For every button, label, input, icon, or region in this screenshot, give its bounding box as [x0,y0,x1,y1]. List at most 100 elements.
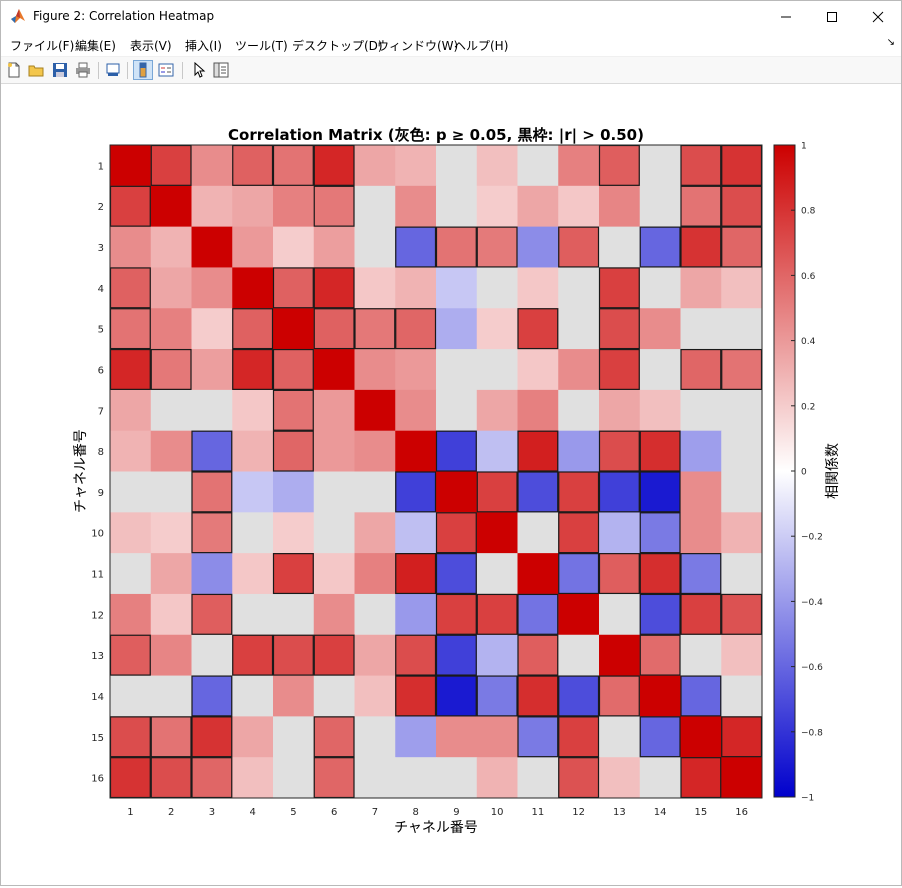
heatmap-cell[interactable] [354,716,396,758]
heatmap-cell[interactable] [273,430,315,472]
heatmap-cell[interactable] [721,471,763,513]
heatmap-cell[interactable] [191,553,233,595]
heatmap-cell[interactable] [517,389,559,432]
heatmap-cell[interactable] [721,512,763,554]
title-bar[interactable]: Figure 2: Correlation Heatmap [1,1,901,32]
heatmap-cell[interactable] [150,267,192,309]
heatmap-cell[interactable] [599,185,641,228]
heatmap-cell[interactable] [232,185,274,228]
heatmap-cell[interactable] [395,308,437,350]
heatmap-cell[interactable] [599,471,641,513]
heatmap-cell[interactable] [191,675,233,717]
heatmap-cell[interactable] [110,145,152,187]
heatmap-cell[interactable] [680,512,722,554]
heatmap-cell[interactable] [476,512,518,554]
heatmap-cell[interactable] [313,553,355,595]
heatmap-cell[interactable] [436,145,478,187]
heatmap-cell[interactable] [476,308,518,350]
heatmap-cell[interactable] [436,430,478,472]
heatmap-cell[interactable] [680,634,722,677]
heatmap-cell[interactable] [680,553,722,595]
heatmap-cell[interactable] [721,308,763,350]
heatmap-cell[interactable] [476,226,518,268]
menu-help[interactable]: ヘルプ(H) [454,39,509,53]
heatmap-cell[interactable] [273,675,315,717]
heatmap-cell[interactable] [313,716,355,758]
heatmap-cell[interactable] [680,430,722,472]
heatmap-cell[interactable] [517,145,559,187]
heatmap-cell[interactable] [232,267,274,309]
heatmap-cell[interactable] [110,675,152,717]
heatmap-cell[interactable] [150,634,192,677]
heatmap-cell[interactable] [110,389,152,432]
heatmap-cell[interactable] [313,430,355,472]
heatmap-cell[interactable] [313,185,355,228]
heatmap-cell[interactable] [232,308,274,350]
heatmap-cell[interactable] [354,389,396,432]
heatmap-cell[interactable] [476,675,518,717]
heatmap-cell[interactable] [150,716,192,758]
heatmap-cell[interactable] [354,185,396,228]
heatmap-cell[interactable] [436,267,478,309]
heatmap-cell[interactable] [354,512,396,554]
heatmap-cell[interactable] [476,553,518,595]
heatmap-cell[interactable] [680,226,722,268]
heatmap-cell[interactable] [517,634,559,677]
heatmap-cell[interactable] [273,185,315,228]
heatmap-cell[interactable] [517,226,559,268]
heatmap-cell[interactable] [191,145,233,187]
heatmap-chart[interactable]: Correlation Matrix (灰色: p ≥ 0.05, 黒枠: |r… [1,84,901,884]
heatmap-cell[interactable] [150,553,192,595]
heatmap-cell[interactable] [273,593,315,636]
heatmap-cell[interactable] [150,389,192,432]
heatmap-cell[interactable] [517,553,559,595]
heatmap-cell[interactable] [395,634,437,677]
heatmap-cell[interactable] [680,593,722,636]
heatmap-cell[interactable] [232,349,274,391]
heatmap-cell[interactable] [476,430,518,472]
heatmap-cell[interactable] [639,226,681,268]
heatmap-cell[interactable] [558,267,600,309]
heatmap-cell[interactable] [436,185,478,228]
heatmap-cell[interactable] [517,512,559,554]
heatmap-cell[interactable] [436,308,478,350]
maximize-icon[interactable] [809,1,855,32]
heatmap-cell[interactable] [232,675,274,717]
heatmap-cell[interactable] [191,512,233,554]
print-preview-icon[interactable] [103,60,123,80]
heatmap-cell[interactable] [476,349,518,391]
heatmap-cell[interactable] [395,349,437,391]
heatmap-cell[interactable] [110,593,152,636]
heatmap-cell[interactable] [110,185,152,228]
heatmap-cell[interactable] [517,267,559,309]
menu-insert[interactable]: 挿入(I) [185,39,222,53]
heatmap-cell[interactable] [313,145,355,187]
heatmap-cell[interactable] [721,145,763,187]
heatmap-cell[interactable] [639,593,681,636]
heatmap-cell[interactable] [558,675,600,717]
heatmap-cell[interactable] [313,757,355,799]
heatmap-cell[interactable] [517,349,559,391]
heatmap-cell[interactable] [639,716,681,758]
print-icon[interactable] [73,60,93,80]
heatmap-cell[interactable] [395,553,437,595]
heatmap-cell[interactable] [150,675,192,717]
heatmap-cell[interactable] [558,226,600,268]
heatmap-cell[interactable] [110,226,152,268]
heatmap-cell[interactable] [558,716,600,758]
heatmap-cell[interactable] [599,308,641,350]
heatmap-cell[interactable] [599,634,641,677]
menu-overflow-icon[interactable]: ↘ [886,37,895,48]
heatmap-cell[interactable] [436,593,478,636]
heatmap-cell[interactable] [599,389,641,432]
menu-edit[interactable]: 編集(E) [75,39,116,53]
heatmap-cell[interactable] [150,593,192,636]
heatmap-cell[interactable] [191,593,233,636]
heatmap-cell[interactable] [313,308,355,350]
heatmap-cell[interactable] [191,389,233,432]
heatmap-cell[interactable] [680,675,722,717]
heatmap-cell[interactable] [599,593,641,636]
heatmap-cell[interactable] [599,512,641,554]
heatmap-cell[interactable] [232,389,274,432]
heatmap-cell[interactable] [354,553,396,595]
